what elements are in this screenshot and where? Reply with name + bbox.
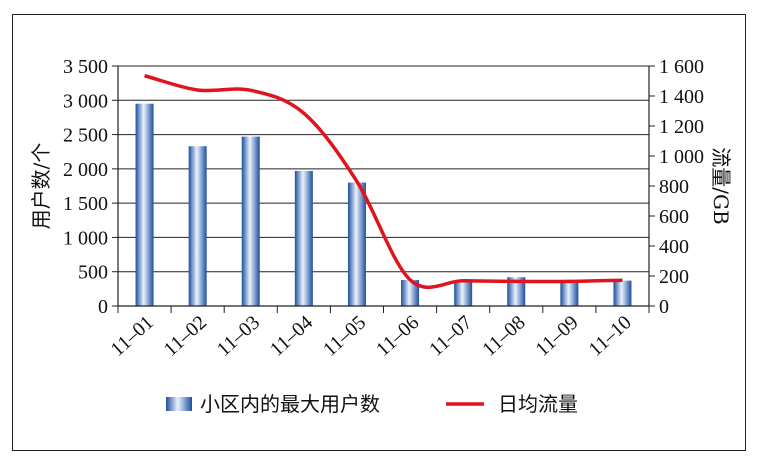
axes	[112, 65, 655, 313]
y-axis-title: 用户数/个	[29, 143, 53, 230]
x-tick-label: 11–03	[213, 311, 264, 360]
bar	[454, 282, 473, 306]
x-tick-label: 11–08	[478, 311, 529, 360]
x-tick-label: 11–06	[372, 311, 423, 360]
y-tick-label: 3 000	[63, 90, 108, 112]
bar	[560, 282, 579, 306]
y-tick-label: 500	[78, 262, 108, 284]
y-tick-label: 1 000	[63, 227, 108, 249]
x-tick-label: 11–04	[266, 311, 317, 360]
y-tick-label: 3 500	[63, 56, 108, 78]
y2-tick-label: 600	[659, 206, 689, 228]
x-tick-label: 11–07	[425, 311, 476, 360]
y-tick-label: 2 500	[63, 125, 108, 147]
y-tick-label: 0	[98, 296, 108, 318]
legend: 小区内的最大用户数 日均流量	[166, 392, 578, 416]
bar-series	[135, 103, 632, 306]
bar	[241, 136, 260, 306]
y2-tick-label: 400	[659, 236, 689, 258]
legend-line-label: 日均流量	[498, 392, 578, 416]
y2-tick-label: 0	[659, 296, 669, 318]
x-tick-label: 11–05	[319, 311, 370, 360]
daily-traffic-line	[144, 74, 623, 290]
y2-tick-label: 200	[659, 266, 689, 288]
bar	[188, 146, 207, 306]
x-tick-label: 11–10	[584, 311, 635, 360]
bar	[401, 279, 420, 306]
legend-bar-label: 小区内的最大用户数	[200, 392, 380, 416]
y2-tick-label: 1 400	[659, 86, 704, 108]
x-tick-label: 11–09	[531, 311, 582, 360]
bar	[135, 103, 154, 306]
y2-tick-label: 1 200	[659, 116, 704, 138]
legend-bar-swatch	[166, 397, 192, 411]
x-tick-label: 11–01	[107, 311, 158, 360]
y-tick-label: 2 000	[63, 159, 108, 181]
line-series	[144, 74, 623, 290]
y2-axis-title: 流量/GB	[709, 147, 733, 224]
x-tick-label: 11–02	[160, 311, 211, 360]
y2-tick-label: 800	[659, 176, 689, 198]
chart-frame	[12, 14, 746, 451]
bar	[507, 277, 526, 306]
bar	[613, 280, 632, 306]
bar	[294, 170, 313, 306]
bar	[347, 182, 366, 306]
y2-tick-label: 1 000	[659, 146, 704, 168]
tick-labels: 0 500 1 000 1 500 2 000 2 500 3 000 3 500 0 200 40…	[63, 56, 704, 361]
y2-tick-label: 1 600	[659, 56, 704, 78]
y-tick-label: 1 500	[63, 193, 108, 215]
